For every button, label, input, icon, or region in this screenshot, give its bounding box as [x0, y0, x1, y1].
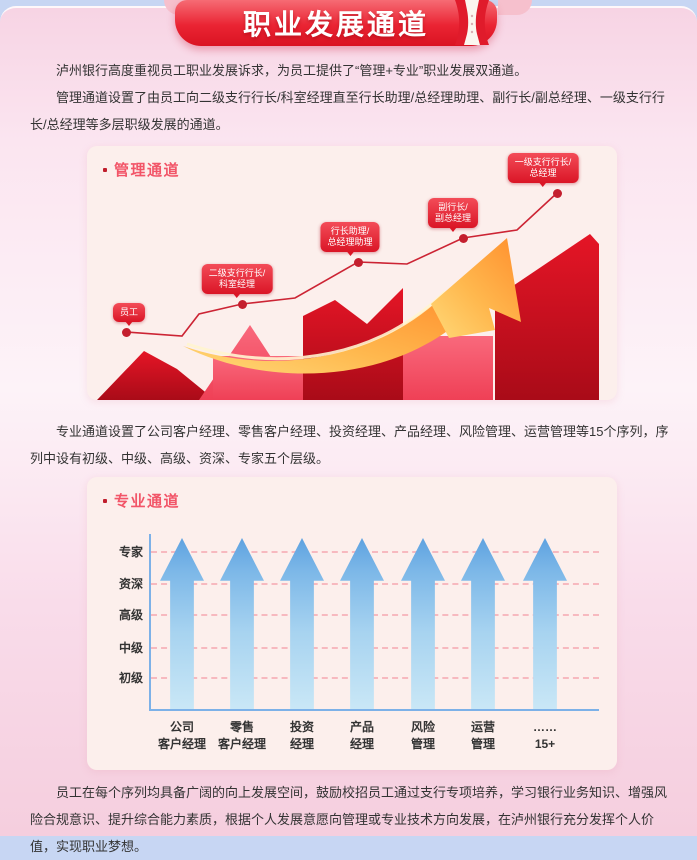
- professional-chart: 专家资深高级中级初级公司 客户经理 零售 客户经理 投资 经理 产品 经理 风险 管理 运…: [87, 477, 617, 770]
- management-chart-overlay: 员工 二级支行行长/ 科室经理 行长助理/ 总经理助理 副行长/ 副总经理 一级支行行长…: [87, 146, 617, 400]
- tier-gridline: [151, 677, 599, 679]
- management-node-dot: [353, 257, 363, 267]
- x-axis-line: [149, 709, 599, 711]
- tier-gridline: [151, 614, 599, 616]
- management-node-label: 一级支行行长/ 总经理: [507, 153, 579, 183]
- sequence-label: 风险 管理: [410, 720, 435, 751]
- management-node-dot: [121, 327, 131, 337]
- tier-gridline: [151, 647, 599, 649]
- sequence-label: 投资 经理: [289, 720, 314, 751]
- professional-channel-card: 专业通道 专家资深高级中级初级公司 客户经理 零售 客户经理 投资 经理 产品 经理 风…: [87, 477, 617, 770]
- closing-paragraph-block: 员工在每个序列均具备广阔的向上发展空间，鼓励校招员工通过支行专项培养，学习银行业…: [30, 779, 670, 860]
- management-node-dot: [458, 233, 468, 243]
- sequence-arrow-icon: [340, 538, 384, 709]
- sequence-label: …… 15+: [533, 720, 557, 751]
- management-growth-graphic: [97, 192, 599, 400]
- page-banner: 职业发展通道: [175, 0, 497, 46]
- sequence-arrow-icon: [160, 538, 204, 709]
- sequence-label: 零售 客户经理: [217, 720, 266, 751]
- tier-label: 高级: [118, 608, 143, 622]
- sequence-label: 产品 经理: [349, 720, 374, 751]
- page-title: 职业发展通道: [242, 9, 429, 40]
- section-bullet-icon: [103, 167, 107, 172]
- management-node-label: 二级支行行长/ 科室经理: [201, 264, 273, 294]
- professional-section-title: 专业通道: [103, 490, 180, 511]
- sequence-label: 公司 客户经理: [157, 720, 206, 751]
- tier-gridline: [151, 583, 599, 585]
- tier-gridline: [151, 551, 599, 553]
- paragraph-closing: 员工在每个序列均具备广阔的向上发展空间，鼓励校招员工通过支行专项培养，学习银行业…: [30, 785, 668, 854]
- y-axis-line: [149, 534, 151, 711]
- megaphone-icon: [451, 0, 493, 52]
- sequence-arrow-icon: [461, 538, 505, 709]
- section-bullet-icon: [103, 498, 107, 503]
- tier-label: 资深: [118, 577, 143, 591]
- sequence-arrow-icon: [523, 538, 567, 709]
- management-node-dot: [552, 188, 562, 198]
- tier-label: 初级: [118, 671, 143, 685]
- banner-ribbon-right: [498, 0, 532, 15]
- management-node-dot: [237, 299, 247, 309]
- tier-label: 专家: [118, 545, 143, 559]
- paragraph-intro: 泸州银行高度重视员工职业发展诉求，为员工提供了“管理+专业”职业发展双通道。: [56, 63, 528, 78]
- management-node-label: 员工: [112, 303, 146, 322]
- management-section-title: 管理通道: [103, 159, 180, 180]
- sequence-arrow-icon: [401, 538, 445, 709]
- professional-intro: 专业通道设置了公司客户经理、零售客户经理、投资经理、产品经理、风险管理、运营管理…: [30, 418, 670, 472]
- intro-paragraphs: 泸州银行高度重视员工职业发展诉求，为员工提供了“管理+专业”职业发展双通道。 管…: [30, 57, 670, 138]
- sequence-arrow-icon: [280, 538, 324, 709]
- management-channel-card: 管理通道 员工 二级支行行长/ 科室经理 行长助理/ 总经理助理 副行长/ 副总经理一…: [87, 146, 617, 400]
- sequence-arrow-icon: [220, 538, 264, 709]
- management-node-label: 副行长/ 副总经理: [427, 198, 479, 228]
- tier-label: 中级: [118, 641, 143, 655]
- sequence-label: 运营 管理: [470, 720, 495, 751]
- paragraph-management: 管理通道设置了由员工向二级支行行长/科室经理直至行长助理/总经理助理、副行长/副…: [30, 90, 665, 132]
- management-node-label: 行长助理/ 总经理助理: [320, 222, 380, 252]
- paragraph-professional: 专业通道设置了公司客户经理、零售客户经理、投资经理、产品经理、风险管理、运营管理…: [30, 424, 669, 466]
